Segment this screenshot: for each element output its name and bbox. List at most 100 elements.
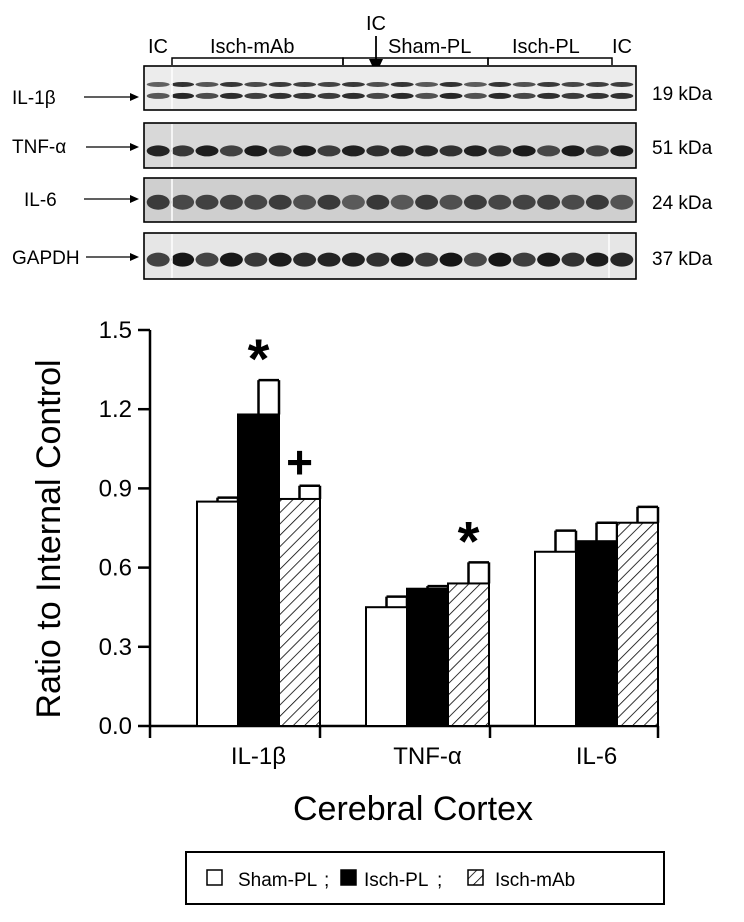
blot-band: [317, 81, 341, 87]
blot-band: [610, 194, 634, 210]
blot-band: [341, 194, 365, 210]
blot-band: [390, 92, 414, 99]
blot-band: [439, 145, 463, 157]
blot-band: [244, 145, 268, 157]
blot-band: [195, 252, 219, 267]
blot-band: [268, 194, 292, 210]
blot-band: [512, 194, 536, 210]
y-tick-label: 1.5: [99, 317, 132, 344]
blot-band: [390, 252, 414, 267]
bar-sham-pl: [365, 606, 408, 728]
bar-sham-pl: [534, 550, 577, 728]
blot-band: [293, 92, 317, 99]
blot-row-gapdh: GAPDH 37 kDa: [12, 232, 713, 280]
legend: Sham-PL ; Isch-PL ; Isch-mAb: [185, 851, 665, 905]
blot-band: [610, 92, 634, 99]
blot-band: [610, 252, 634, 267]
blot-band: [341, 81, 365, 87]
y-tick-label: 0.3: [99, 634, 132, 661]
blot-band: [439, 194, 463, 210]
legend-swatch-isch-mab: [467, 869, 484, 886]
blot-band: [244, 194, 268, 210]
blot-band: [317, 92, 341, 99]
blot-band: [415, 194, 439, 210]
blot-band: [293, 145, 317, 157]
blot-band: [219, 92, 243, 99]
blot-band: [366, 92, 390, 99]
legend-label-isch-mab: Isch-mAb: [495, 870, 575, 891]
blot-row-size: 37 kDa: [652, 249, 713, 270]
significance-asterisk: *: [458, 509, 480, 572]
blot-band: [341, 145, 365, 157]
blot-band: [439, 252, 463, 267]
blot-band: [219, 252, 243, 267]
blot-band: [146, 194, 170, 210]
blot-band: [219, 145, 243, 157]
blot-band: [390, 81, 414, 87]
blot-band: [512, 81, 536, 87]
blot-band: [512, 252, 536, 267]
blot-band: [488, 81, 512, 87]
bar-chart: 0.0 0.3 0.6 0.9 1.2 1.5 IL-1β TNF-α IL-6 * + * Ra…: [30, 317, 660, 828]
blot-band: [366, 145, 390, 157]
blot-band: [610, 81, 634, 87]
blot-band: [561, 92, 585, 99]
blot-band: [537, 92, 561, 99]
blot-band: [415, 81, 439, 87]
blot-band: [537, 252, 561, 267]
blot-band: [293, 194, 317, 210]
blot-band: [512, 145, 536, 157]
blot-band: [561, 252, 585, 267]
blot-band: [512, 92, 536, 99]
blot-band: [219, 194, 243, 210]
blot-band: [268, 81, 292, 87]
blot-band: [463, 252, 487, 267]
bracket-isch-mab: [171, 57, 344, 65]
blot-band: [415, 92, 439, 99]
blot-band: [488, 194, 512, 210]
blot-band: [366, 194, 390, 210]
bar-isch-pl: [575, 540, 618, 728]
blot-band: [488, 92, 512, 99]
lane-label-isch-mab: Isch-mAb: [210, 36, 294, 58]
blot-band: [341, 252, 365, 267]
blot-band: [463, 92, 487, 99]
lane-label-ic-left: IC: [148, 36, 168, 58]
blot-band: [146, 145, 170, 157]
blot-row-size: 24 kDa: [652, 193, 713, 214]
legend-swatch-isch-pl: [340, 869, 357, 886]
blot-band: [268, 145, 292, 157]
bracket-isch-pl: [487, 57, 613, 65]
blot-band: [463, 194, 487, 210]
bar-isch-mab: [278, 497, 321, 727]
blot-band: [537, 145, 561, 157]
blot-band: [585, 145, 609, 157]
blot-band: [585, 252, 609, 267]
x-tick-label: IL-6: [576, 743, 617, 770]
y-axis: 0.0 0.3 0.6 0.9 1.2 1.5: [99, 317, 152, 740]
y-axis-label: Ratio to Internal Control: [30, 359, 68, 718]
blot-band: [244, 81, 268, 87]
blot-row-label: TNF-α: [12, 137, 66, 158]
blot-band: [171, 145, 195, 157]
blot-band: [415, 145, 439, 157]
lane-label-ic-middle: IC: [366, 13, 386, 35]
blot-band: [244, 252, 268, 267]
x-axis-label: Cerebral Cortex: [293, 790, 533, 828]
blot-band: [146, 92, 170, 99]
bar-isch-pl: [237, 413, 280, 727]
blot-band: [317, 145, 341, 157]
y-tick-label: 0.9: [99, 475, 132, 502]
blot-row-size: 51 kDa: [652, 138, 713, 159]
blot-band: [171, 252, 195, 267]
blot-band: [366, 252, 390, 267]
x-axis: IL-1β TNF-α IL-6: [148, 724, 660, 770]
blot-row-label: IL-6: [24, 190, 57, 211]
legend-swatch-sham-pl: [206, 869, 223, 886]
blot-band: [317, 194, 341, 210]
blot-band: [585, 92, 609, 99]
bar-isch-pl: [406, 587, 449, 727]
legend-separator: ;: [437, 870, 442, 891]
blot-band: [537, 81, 561, 87]
